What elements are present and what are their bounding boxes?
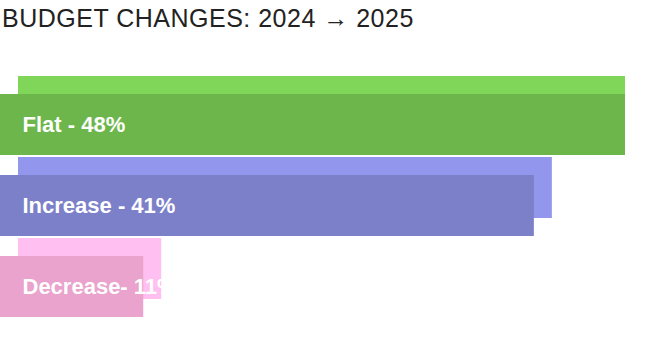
svg-text:Flat - 48%: Flat - 48% (23, 112, 126, 137)
svg-text:Increase - 41%: Increase - 41% (23, 193, 176, 218)
svg-text:Decrease- 11%: Decrease- 11% (23, 274, 177, 299)
html-text:BUDGET CHANGES: 2024 → 2025: BUDGET CHANGES: 2024 → 2025 (2, 4, 414, 32)
